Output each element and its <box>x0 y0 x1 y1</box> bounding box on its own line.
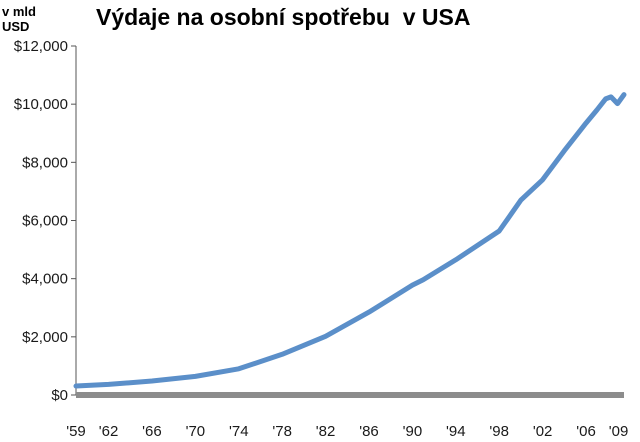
y-tick-label: $12,000 <box>14 38 68 55</box>
series-line <box>73 92 627 389</box>
plot-area <box>73 92 627 398</box>
x-tick-label: '66 <box>142 423 162 440</box>
chart-title: Výdaje na osobní spotřebu v USA <box>96 4 471 30</box>
x-axis: '59 '62 '66 '70 '74 '78 '82 '86 '90 '94 '98 '02 '06 '… <box>66 423 628 440</box>
x-tick-label: '02 <box>533 423 553 440</box>
x-tick-label: '78 <box>272 423 292 440</box>
x-tick-label: '09 <box>609 423 629 440</box>
x-tick-label: '62 <box>99 423 119 440</box>
y-tick-label: $10,000 <box>14 96 68 113</box>
x-tick-label: '94 <box>446 423 466 440</box>
y-tick-label: $6,000 <box>22 213 68 230</box>
x-tick-label: '90 <box>403 423 423 440</box>
unit-label-line-1: v mld <box>2 4 36 19</box>
y-tick-label: $0 <box>51 387 68 404</box>
y-axis-unit-label: v mld USD <box>2 4 36 34</box>
y-axis: $0 $2,000 $4,000 $6,000 $8,000 $10,000 $12,000 <box>14 38 77 404</box>
y-tick-label: $4,000 <box>22 271 68 288</box>
x-tick-label: '70 <box>186 423 206 440</box>
x-tick-label: '74 <box>229 423 249 440</box>
x-tick-label: '86 <box>359 423 379 440</box>
x-tick-label: '98 <box>489 423 509 440</box>
x-tick-label: '82 <box>316 423 336 440</box>
x-tick-label: '59 <box>66 423 86 440</box>
y-tick-label: $2,000 <box>22 329 68 346</box>
unit-label-line-2: USD <box>2 19 30 34</box>
x-tick-label: '06 <box>576 423 596 440</box>
y-tick-label: $8,000 <box>22 154 68 171</box>
